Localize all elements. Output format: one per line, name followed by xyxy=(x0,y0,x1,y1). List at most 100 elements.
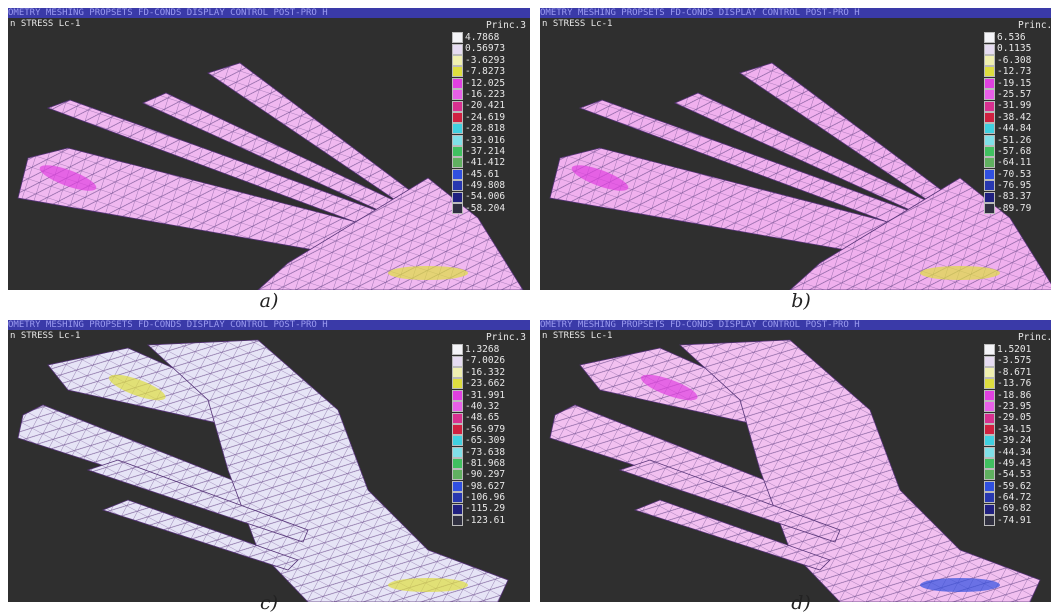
legend-swatch xyxy=(984,180,995,191)
legend-row: -23.662 xyxy=(452,378,530,389)
legend-row: -44.84 xyxy=(984,123,1051,134)
legend-value: -3.6293 xyxy=(465,55,505,66)
legend-swatch xyxy=(984,481,995,492)
legend-swatch xyxy=(452,469,463,480)
legend-value: -40.32 xyxy=(465,401,499,412)
legend-swatch xyxy=(452,424,463,435)
legend-value: 6.536 xyxy=(997,32,1026,43)
legend-row: -54.006 xyxy=(452,191,530,202)
legend-value: -23.662 xyxy=(465,378,505,389)
caption: a) xyxy=(8,290,530,312)
legend-row: -64.11 xyxy=(984,157,1051,168)
legend-row: 4.7868 xyxy=(452,32,530,43)
legend-row: -31.991 xyxy=(452,390,530,401)
legend-value: 0.56973 xyxy=(465,43,505,54)
legend-swatch xyxy=(452,390,463,401)
legend-value: -51.26 xyxy=(997,135,1031,146)
legend-row: -38.42 xyxy=(984,112,1051,123)
legend-row: -41.412 xyxy=(452,157,530,168)
legend-swatch xyxy=(984,458,995,469)
legend-row: -56.979 xyxy=(452,424,530,435)
legend-row: -37.214 xyxy=(452,146,530,157)
legend-swatch xyxy=(452,367,463,378)
legend-value: -44.34 xyxy=(997,447,1031,458)
legend-swatch xyxy=(452,492,463,503)
legend-header: Princ.3 xyxy=(984,20,1051,32)
legend-value: -58.204 xyxy=(465,203,505,214)
legend-value: -23.95 xyxy=(997,401,1031,412)
legend-value: -8.671 xyxy=(997,367,1031,378)
legend-header: Princ.3 xyxy=(452,332,530,344)
legend-header: Princ.3 xyxy=(452,20,530,32)
legend-value: -65.309 xyxy=(465,435,505,446)
legend-row: -123.61 xyxy=(452,515,530,526)
legend-row: -3.575 xyxy=(984,355,1051,366)
legend-row: -73.638 xyxy=(452,447,530,458)
legend-value: -28.818 xyxy=(465,123,505,134)
legend-value: -106.96 xyxy=(465,492,505,503)
legend-swatch xyxy=(984,157,995,168)
legend-swatch xyxy=(452,89,463,100)
legend-value: -19.15 xyxy=(997,78,1031,89)
stress-zone xyxy=(388,266,468,280)
legend-row: -89.79 xyxy=(984,203,1051,214)
legend-value: -12.025 xyxy=(465,78,505,89)
legend-swatch xyxy=(984,44,995,55)
legend-swatch xyxy=(452,32,463,43)
legend-row: -65.309 xyxy=(452,435,530,446)
legend-swatch xyxy=(452,344,463,355)
legend-value: -54.53 xyxy=(997,469,1031,480)
legend-value: -98.627 xyxy=(465,481,505,492)
legend-swatch xyxy=(452,180,463,191)
legend-swatch xyxy=(984,515,995,526)
legend-swatch xyxy=(452,123,463,134)
stress-zone xyxy=(920,578,1000,592)
legend-row: -16.332 xyxy=(452,367,530,378)
legend-row: -54.53 xyxy=(984,469,1051,480)
legend-swatch xyxy=(984,32,995,43)
caption: b) xyxy=(540,290,1051,312)
legend-value: -73.638 xyxy=(465,447,505,458)
legend-row: -76.95 xyxy=(984,180,1051,191)
legend-swatch xyxy=(452,135,463,146)
legend-value: -6.308 xyxy=(997,55,1031,66)
legend-value: -16.223 xyxy=(465,89,505,100)
legend-swatch xyxy=(452,157,463,168)
menu-bar: OMETRY MESHING PROPSETS FD-CONDS DISPLAY… xyxy=(540,8,1051,18)
legend-row: -83.37 xyxy=(984,191,1051,202)
legend-swatch xyxy=(452,169,463,180)
menu-bar: OMETRY MESHING PROPSETS FD-CONDS DISPLAY… xyxy=(540,320,1051,330)
legend-swatch xyxy=(984,401,995,412)
mesh-view xyxy=(540,8,1051,290)
legend-swatch xyxy=(984,378,995,389)
legend-row: -13.76 xyxy=(984,378,1051,389)
legend-value: -41.412 xyxy=(465,157,505,168)
caption: d) xyxy=(540,592,1051,614)
legend-swatch xyxy=(984,135,995,146)
legend-row: -39.24 xyxy=(984,435,1051,446)
screenshot-panel: OMETRY MESHING PROPSETS FD-CONDS DISPLAY… xyxy=(540,320,1051,602)
legend-swatch xyxy=(984,424,995,435)
legend-swatch xyxy=(984,169,995,180)
legend-swatch xyxy=(984,203,995,214)
legend-swatch xyxy=(984,367,995,378)
legend-value: -64.72 xyxy=(997,492,1031,503)
legend-value: -90.297 xyxy=(465,469,505,480)
legend-swatch xyxy=(984,66,995,77)
legend-row: -49.43 xyxy=(984,458,1051,469)
legend-swatch xyxy=(452,192,463,203)
legend-row: -115.29 xyxy=(452,503,530,514)
legend-swatch xyxy=(452,44,463,55)
legend-swatch xyxy=(984,146,995,157)
legend-value: -123.61 xyxy=(465,515,505,526)
legend: Princ.31.5201-3.575-8.671-13.76-18.86-23… xyxy=(984,332,1051,526)
legend-row: -58.204 xyxy=(452,203,530,214)
legend-value: -16.332 xyxy=(465,367,505,378)
legend-value: -115.29 xyxy=(465,503,505,514)
legend-value: -59.62 xyxy=(997,481,1031,492)
menu-bar: OMETRY MESHING PROPSETS FD-CONDS DISPLAY… xyxy=(8,8,530,18)
legend-swatch xyxy=(452,146,463,157)
legend-row: -19.15 xyxy=(984,78,1051,89)
legend-row: -49.808 xyxy=(452,180,530,191)
legend-swatch xyxy=(452,78,463,89)
